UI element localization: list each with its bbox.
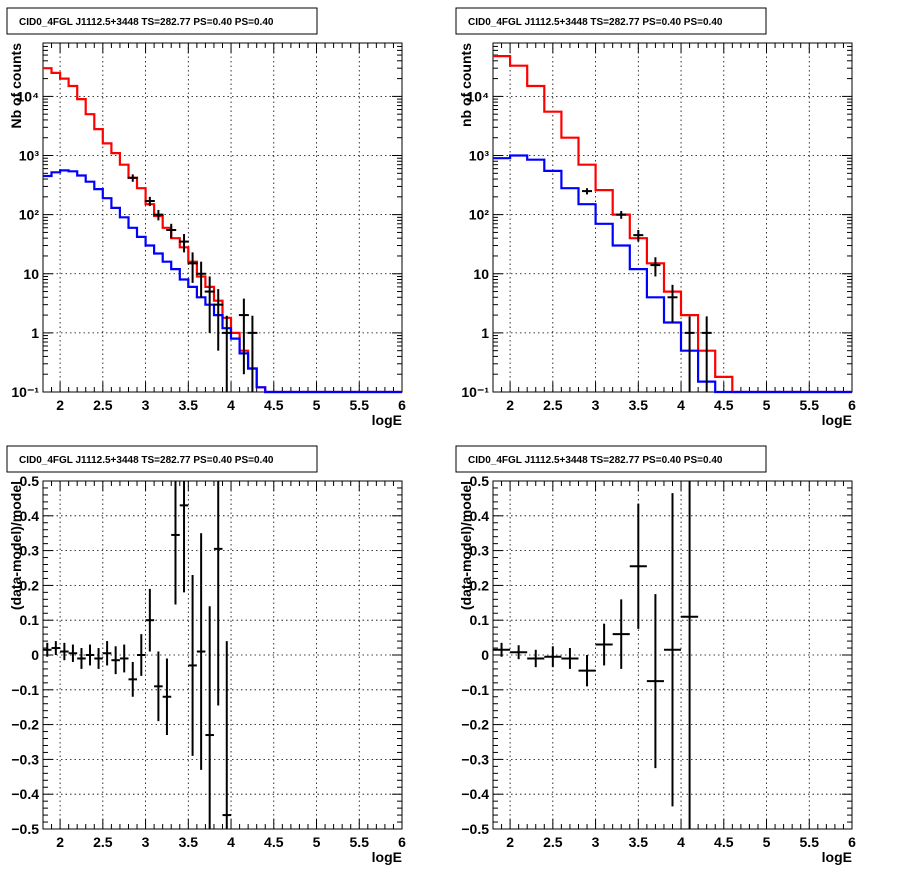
- y-tick-label: −0.4: [11, 786, 39, 802]
- y-tick-label: 1: [31, 325, 39, 341]
- x-tick-label: 5: [313, 834, 321, 850]
- x-tick-label: 3: [592, 397, 600, 413]
- x-axis-title: logE: [372, 849, 402, 865]
- y-tick-label: −0.2: [461, 717, 489, 733]
- y-tick-label: 0.3: [470, 543, 490, 559]
- x-tick-label: 5.5: [800, 397, 820, 413]
- y-axis-title: nb of counts: [458, 43, 474, 127]
- y-tick-label: 0.2: [470, 577, 490, 593]
- y-axis-title: (data-model)/model: [458, 481, 474, 610]
- x-tick-label: 5: [313, 397, 321, 413]
- y-tick-label: 10⁻¹: [461, 384, 489, 400]
- y-tick-label: 0: [481, 647, 489, 663]
- x-tick-label: 3.5: [629, 397, 649, 413]
- x-tick-label: 6: [398, 397, 406, 413]
- chart-title: CID0_4FGL J1112.5+3448 TS=282.77 PS=0.40…: [19, 17, 274, 28]
- chart-title: CID0_4FGL J1112.5+3448 TS=282.77 PS=0.40…: [468, 17, 723, 28]
- y-tick-label: 10⁴: [17, 88, 40, 104]
- y-tick-label: −0.1: [461, 682, 489, 698]
- y-tick-label: −0.1: [11, 682, 39, 698]
- x-axis-title: logE: [822, 849, 852, 865]
- x-tick-label: 3: [592, 834, 600, 850]
- y-tick-label: 10: [473, 266, 489, 282]
- y-tick-label: −0.3: [461, 751, 489, 767]
- y-tick-label: 10²: [19, 207, 40, 223]
- plot-frame: [42, 480, 403, 830]
- x-tick-label: 2: [506, 397, 514, 413]
- series-1-step-line: [493, 154, 852, 394]
- title-box: [6, 445, 318, 473]
- y-tick-label: −0.4: [461, 786, 489, 802]
- x-tick-label: 2.5: [543, 834, 563, 850]
- x-tick-label: 5: [763, 834, 771, 850]
- y-tick-label: 10⁴: [467, 88, 490, 104]
- y-tick-label: 10: [23, 266, 39, 282]
- y-tick-label: 10³: [469, 148, 490, 164]
- x-tick-label: 4.5: [264, 397, 284, 413]
- y-tick-label: 0.1: [20, 612, 40, 628]
- y-axis-title: (data-model)/model: [8, 481, 24, 610]
- y-tick-label: 0.4: [20, 508, 40, 524]
- x-tick-label: 2.5: [93, 834, 113, 850]
- y-tick-label: 10⁻¹: [11, 384, 39, 400]
- x-tick-label: 6: [848, 397, 856, 413]
- y-tick-label: 10²: [469, 207, 490, 223]
- y-tick-label: 0.1: [470, 612, 490, 628]
- chart-title: CID0_4FGL J1112.5+3448 TS=282.77 PS=0.40…: [468, 455, 723, 466]
- x-axis-title: logE: [372, 412, 402, 428]
- x-tick-label: 4.5: [264, 834, 284, 850]
- x-tick-label: 4.5: [714, 397, 734, 413]
- x-tick-label: 3.5: [179, 834, 199, 850]
- y-tick-label: 0.3: [20, 543, 40, 559]
- x-tick-label: 6: [398, 834, 406, 850]
- plot-frame: [42, 42, 403, 393]
- x-tick-label: 3.5: [179, 397, 199, 413]
- x-tick-label: 4: [677, 834, 685, 850]
- x-tick-label: 5.5: [350, 397, 370, 413]
- x-tick-label: 2: [506, 834, 514, 850]
- x-tick-label: 5.5: [800, 834, 820, 850]
- x-tick-label: 2.5: [93, 397, 113, 413]
- x-tick-label: 2.5: [543, 397, 563, 413]
- x-tick-label: 3: [142, 834, 150, 850]
- x-axis-title: logE: [822, 412, 852, 428]
- chart-title: CID0_4FGL J1112.5+3448 TS=282.77 PS=0.40…: [19, 455, 274, 466]
- x-tick-label: 5.5: [350, 834, 370, 850]
- x-tick-label: 4.5: [714, 834, 734, 850]
- title-box: [6, 7, 318, 35]
- series-0-step-line: [493, 55, 852, 394]
- x-tick-label: 3: [142, 397, 150, 413]
- y-tick-label: 0.5: [470, 473, 490, 489]
- y-tick-label: −0.3: [11, 751, 39, 767]
- y-tick-label: 0.2: [20, 577, 40, 593]
- title-box: [455, 445, 767, 473]
- x-tick-label: 4: [677, 397, 685, 413]
- y-tick-label: −0.5: [11, 821, 39, 837]
- x-tick-label: 4: [227, 397, 235, 413]
- y-axis-title: Nb of counts: [8, 43, 24, 129]
- y-tick-label: −0.2: [11, 717, 39, 733]
- series-1-step-line: [43, 169, 402, 394]
- y-tick-label: 0.4: [470, 508, 490, 524]
- x-tick-label: 2: [56, 834, 64, 850]
- plot-frame: [492, 42, 853, 393]
- y-tick-label: 1: [481, 325, 489, 341]
- y-tick-label: 10³: [19, 148, 40, 164]
- x-tick-label: 2: [56, 397, 64, 413]
- title-box: [455, 7, 767, 35]
- series-0-step-line: [43, 67, 402, 394]
- y-tick-label: 0: [31, 647, 39, 663]
- x-tick-label: 3.5: [629, 834, 649, 850]
- y-tick-label: −0.5: [461, 821, 489, 837]
- x-tick-label: 5: [763, 397, 771, 413]
- y-tick-label: 0.5: [20, 473, 40, 489]
- x-tick-label: 4: [227, 834, 235, 850]
- x-tick-label: 6: [848, 834, 856, 850]
